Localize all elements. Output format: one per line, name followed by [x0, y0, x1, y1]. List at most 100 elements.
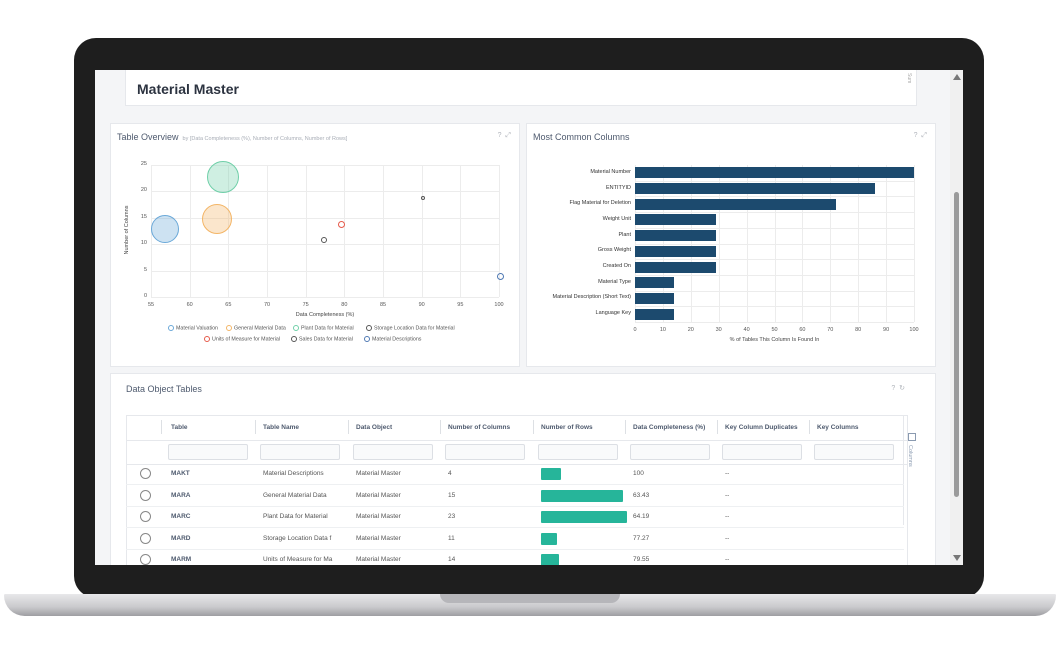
- refresh-icon[interactable]: ↻: [899, 385, 905, 392]
- table-row[interactable]: MARA General Material Data Material Master…: [126, 485, 904, 507]
- bubble-point[interactable]: [338, 220, 346, 228]
- x-gridline: [344, 165, 346, 297]
- row-radio-button[interactable]: [140, 489, 151, 501]
- question-icon[interactable]: ?: [913, 132, 918, 139]
- bubble-point[interactable]: [202, 203, 233, 234]
- legend-item[interactable]: Storage Location Data for Material: [366, 325, 455, 331]
- table-row[interactable]: MARM Units of Measure for Ma Material Mast…: [126, 549, 904, 565]
- legend-marker: [366, 325, 372, 331]
- legend-marker: [168, 325, 174, 331]
- column-header[interactable]: Table: [171, 424, 188, 431]
- bubble-point[interactable]: [496, 273, 504, 281]
- table-code-cell[interactable]: MAKT: [171, 470, 190, 477]
- legend-item[interactable]: Plant Data for Material: [293, 325, 354, 331]
- most-common-columns-panel: Most Common Columns ? ⤢ 0 10 20 30 40 50 60 70 8…: [526, 123, 936, 367]
- column-header[interactable]: Table Name: [263, 424, 300, 431]
- column-header[interactable]: Key Column Duplicates: [725, 424, 798, 431]
- x-tick-label: 60: [186, 302, 193, 308]
- table-row[interactable]: MARC Plant Data for Material Material Mast…: [126, 506, 904, 528]
- column-divider: [809, 420, 810, 434]
- column-header[interactable]: Key Columns: [817, 424, 859, 431]
- legend-item[interactable]: Units of Measure for Material: [204, 336, 280, 342]
- filter-input[interactable]: [814, 444, 894, 460]
- number-of-columns-cell: 4: [448, 470, 452, 477]
- row-radio-button[interactable]: [140, 532, 151, 544]
- legend-item[interactable]: Material Descriptions: [364, 336, 421, 342]
- filter-input[interactable]: [260, 444, 340, 460]
- filter-input[interactable]: [722, 444, 802, 460]
- summary-tab[interactable]: Sum: [906, 73, 912, 84]
- filter-input[interactable]: [353, 444, 433, 460]
- filter-input[interactable]: [538, 444, 618, 460]
- legend-item[interactable]: Sales Data for Material: [291, 336, 353, 342]
- bubble-point[interactable]: [321, 236, 328, 243]
- y-gridline: [635, 227, 914, 229]
- filter-input[interactable]: [630, 444, 710, 460]
- table-name-cell: General Material Data: [263, 491, 327, 499]
- legend-item[interactable]: General Material Data: [226, 325, 286, 331]
- bar[interactable]: [635, 183, 875, 195]
- y-tick-label: 0: [143, 293, 147, 299]
- key-column-duplicates-cell: --: [725, 513, 730, 520]
- scrollbar[interactable]: [950, 70, 963, 565]
- legend-marker: [226, 325, 232, 331]
- x-gridline: [914, 165, 915, 322]
- bar[interactable]: [635, 198, 836, 210]
- bubble-point[interactable]: [420, 195, 425, 200]
- category-label: ENTITYID: [605, 184, 631, 191]
- table-filter-row: [127, 440, 907, 465]
- legend-item[interactable]: Material Valuation: [168, 325, 218, 331]
- bar[interactable]: [635, 261, 716, 273]
- legend-label: Storage Location Data for Material: [374, 325, 455, 332]
- column-header[interactable]: Data Object: [356, 424, 393, 431]
- category-label: Material Description (Short Text): [552, 294, 631, 301]
- question-icon[interactable]: ?: [497, 132, 502, 139]
- row-radio-button[interactable]: [140, 554, 151, 565]
- key-column-duplicates-cell: --: [725, 470, 730, 477]
- question-icon[interactable]: ?: [891, 385, 896, 392]
- column-header[interactable]: Number of Rows: [541, 424, 593, 431]
- most-common-columns-icons: ? ⤢: [914, 132, 927, 140]
- expand-icon[interactable]: ⤢: [921, 132, 927, 139]
- key-column-duplicates-cell: --: [725, 556, 730, 563]
- bar[interactable]: [635, 308, 675, 320]
- column-header[interactable]: Number of Columns: [448, 424, 511, 431]
- table-row[interactable]: MARD Storage Location Data f Material Mast…: [126, 528, 904, 550]
- x-tick-label: 65: [225, 302, 232, 308]
- bar[interactable]: [635, 214, 716, 226]
- x-tick-label: 40: [743, 327, 750, 333]
- columns-side-tab[interactable]: Columns: [903, 415, 920, 525]
- scrollbar-thumb[interactable]: [954, 192, 959, 497]
- column-header[interactable]: Data Completeness (%): [633, 424, 706, 431]
- bar[interactable]: [635, 277, 675, 289]
- x-tick-label: 55: [147, 302, 155, 308]
- bubble-point[interactable]: [207, 160, 240, 193]
- bar[interactable]: [635, 230, 716, 242]
- scroll-down-arrow[interactable]: [953, 555, 961, 561]
- data-completeness-cell: 77.27: [633, 534, 650, 542]
- data-object-tables-panel: Data Object Tables ? ↻ Columns Table Tabl…: [110, 373, 936, 565]
- expand-icon[interactable]: ⤢: [505, 132, 511, 139]
- table-row[interactable]: MAKT Material Descriptions Material Master…: [126, 463, 904, 485]
- table-code-cell[interactable]: MARD: [171, 534, 191, 542]
- y-gridline: [635, 180, 914, 182]
- y-gridline: [635, 243, 914, 245]
- row-radio-button[interactable]: [140, 511, 151, 522]
- table-code-cell[interactable]: MARC: [171, 513, 191, 520]
- scroll-up-arrow[interactable]: [953, 74, 961, 80]
- laptop-base: [4, 594, 1056, 616]
- x-tick-label: 70: [263, 302, 271, 308]
- bar[interactable]: [635, 292, 675, 304]
- filter-input[interactable]: [168, 444, 248, 460]
- bar[interactable]: [635, 245, 716, 257]
- filter-input[interactable]: [445, 444, 525, 460]
- bubble-legend: Material Valuation General Material Data P…: [111, 124, 519, 366]
- row-radio-button[interactable]: [140, 468, 151, 479]
- table-code-cell[interactable]: MARA: [171, 491, 191, 499]
- number-of-rows-bar: [541, 489, 623, 502]
- bubble-point[interactable]: [151, 215, 180, 244]
- data-completeness-cell: 79.55: [633, 556, 650, 563]
- bar[interactable]: [635, 167, 914, 179]
- table-code-cell[interactable]: MARM: [171, 556, 192, 563]
- x-tick-label: 95: [457, 302, 464, 308]
